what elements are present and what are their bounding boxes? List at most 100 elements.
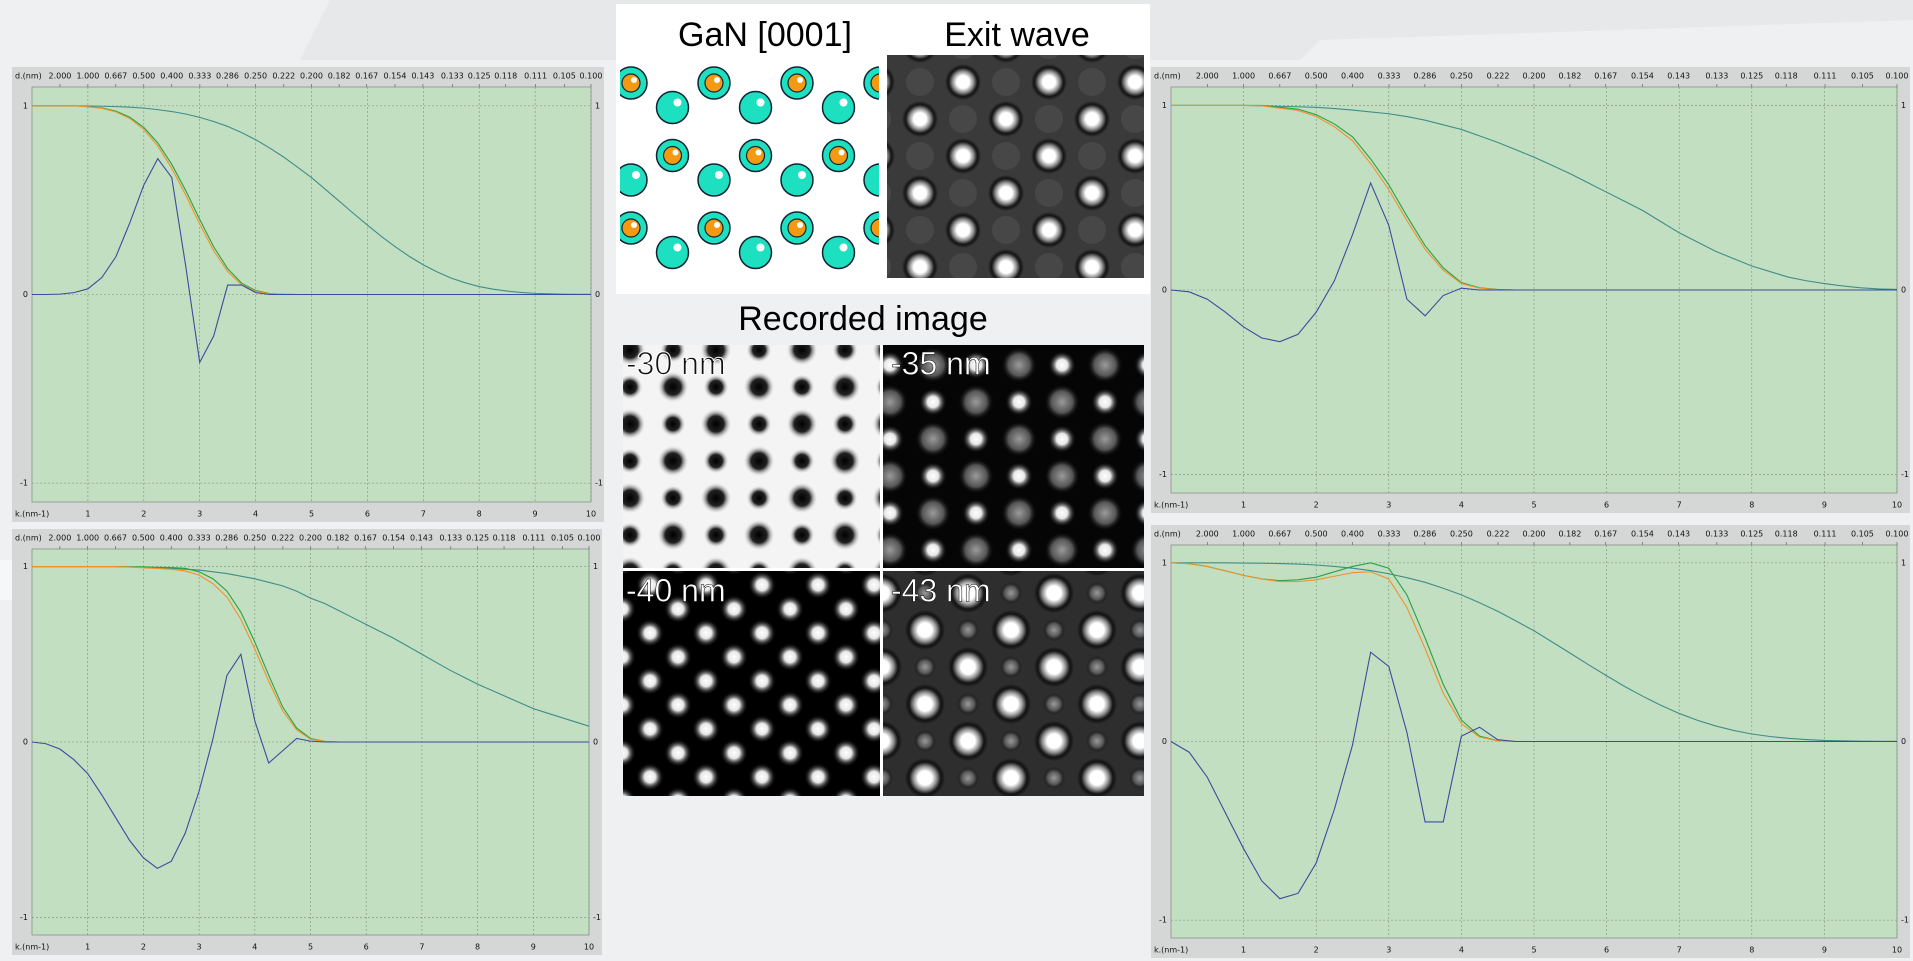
x-tick-label: 7 [419, 943, 424, 952]
x2-tick-label: 0.182 [1558, 530, 1581, 539]
x2-tick-label: 0.400 [160, 534, 183, 543]
x2-tick-label: 0.100 [1886, 72, 1909, 81]
x2-tick-label: 0.222 [271, 534, 294, 543]
x2-tick-label: 0.500 [132, 72, 155, 81]
x2-tick-label: 0.333 [1378, 72, 1401, 81]
x-tick-label: 5 [308, 943, 313, 952]
x2-tick-label: 0.167 [354, 534, 377, 543]
x2-tick-label: 0.222 [1487, 72, 1510, 81]
x2-tick-label: 0.100 [578, 534, 601, 543]
x2-tick-label: 0.286 [1413, 530, 1436, 539]
x-tick-label: 4 [253, 510, 258, 519]
x2-tick-label: 0.143 [410, 534, 433, 543]
y-tick-label: -1 [595, 479, 603, 488]
x2-tick-label: 0.200 [1523, 530, 1546, 539]
x2-tick-label: 0.182 [327, 534, 350, 543]
x2-tick-label: 0.667 [1268, 530, 1291, 539]
x2-tick-label: 0.105 [1851, 72, 1874, 81]
y-tick-label: 0 [1901, 286, 1906, 295]
x-axis-label: k.(nm-1) [15, 510, 49, 519]
x2-axis-label: d.(nm) [1154, 72, 1181, 81]
x-tick-label: 5 [1531, 946, 1536, 955]
x-tick-label: 1 [1241, 946, 1246, 955]
x2-tick-label: 0.250 [1450, 530, 1473, 539]
x-tick-label: 10 [584, 943, 594, 952]
x2-tick-label: 0.118 [494, 72, 517, 81]
y-tick-label: -1 [1159, 916, 1167, 925]
x-tick-label: 4 [252, 943, 257, 952]
x2-tick-label: 1.000 [76, 534, 99, 543]
x2-tick-label: 2.000 [1196, 530, 1219, 539]
x2-tick-label: 0.154 [384, 72, 407, 81]
x-tick-label: 5 [1531, 501, 1536, 510]
x2-tick-label: 0.167 [355, 72, 378, 81]
x2-tick-label: 0.105 [553, 72, 576, 81]
x-axis-label: k.(nm-1) [1154, 501, 1188, 510]
x-tick-label: 3 [1386, 946, 1391, 955]
recorded-title: Recorded image [738, 300, 987, 338]
ctf-chart: d.(nm)k.(nm-1)123456789102.0001.0000.667… [12, 67, 604, 522]
x-tick-label: 1 [1241, 501, 1246, 510]
x-axis-label: k.(nm-1) [1154, 946, 1188, 955]
x2-tick-label: 0.333 [188, 534, 211, 543]
x2-tick-label: 0.182 [1558, 72, 1581, 81]
ctf-chart: d.(nm)k.(nm-1)123456789102.0001.0000.667… [1151, 67, 1910, 513]
y-tick-label: 1 [1901, 101, 1906, 110]
x-tick-label: 7 [1677, 946, 1682, 955]
x2-tick-label: 0.286 [215, 534, 238, 543]
x2-tick-label: 0.167 [1594, 72, 1617, 81]
x-tick-label: 9 [1822, 501, 1827, 510]
x-axis-label: k.(nm-1) [15, 943, 49, 952]
x2-tick-label: 0.400 [1341, 530, 1364, 539]
ctf-chart: d.(nm)k.(nm-1)123456789102.0001.0000.667… [12, 529, 602, 955]
x2-tick-label: 0.500 [1305, 530, 1328, 539]
page: {"panels": {"structure_title": "GaN [000… [0, 0, 1913, 961]
defocus-label: -40 nm [626, 572, 726, 608]
x2-tick-label: 0.118 [493, 534, 516, 543]
x-tick-label: 8 [1749, 946, 1754, 955]
x2-tick-label: 0.125 [466, 534, 489, 543]
y-tick-label: -1 [593, 913, 601, 922]
x-tick-label: 8 [1749, 501, 1754, 510]
x-tick-label: 2 [1314, 946, 1319, 955]
x-tick-label: 7 [421, 510, 426, 519]
x2-tick-label: 0.400 [1341, 72, 1364, 81]
defocus-label: -30 nm [626, 345, 726, 381]
x2-tick-label: 1.000 [76, 72, 99, 81]
x-tick-label: 9 [533, 510, 538, 519]
x2-tick-label: 0.400 [160, 72, 183, 81]
y-tick-label: 0 [593, 738, 598, 747]
y-tick-label: 0 [1162, 286, 1167, 295]
x2-tick-label: 0.200 [1523, 72, 1546, 81]
x2-tick-label: 0.667 [1268, 72, 1291, 81]
x2-tick-label: 2.000 [48, 72, 71, 81]
x2-tick-label: 0.167 [1594, 530, 1617, 539]
y-tick-label: 0 [23, 290, 28, 299]
x2-tick-label: 0.333 [1378, 530, 1401, 539]
x2-tick-label: 0.154 [382, 534, 405, 543]
x2-tick-label: 0.333 [188, 72, 211, 81]
y-tick-label: 0 [595, 290, 600, 299]
x-tick-label: 9 [1822, 946, 1827, 955]
x-tick-label: 4 [1459, 501, 1464, 510]
x-tick-label: 3 [1386, 501, 1391, 510]
x2-tick-label: 0.154 [1631, 530, 1654, 539]
x2-tick-label: 0.222 [1487, 530, 1510, 539]
x2-tick-label: 0.667 [104, 534, 127, 543]
defocus-label: -43 nm [891, 572, 991, 608]
x2-tick-label: 0.111 [1814, 530, 1837, 539]
structure-title: GaN [0001] [678, 16, 852, 54]
y-tick-label: 1 [593, 562, 598, 571]
x2-tick-label: 1.000 [1232, 530, 1255, 539]
image-panel: GaN [0001] Exit wave Recorded image -30 … [610, 0, 1155, 810]
x2-tick-label: 0.125 [1740, 530, 1763, 539]
exit-wave-image [887, 55, 1144, 278]
x-tick-label: 3 [197, 510, 202, 519]
y-tick-label: 1 [1162, 558, 1167, 567]
x2-tick-label: 0.500 [132, 534, 155, 543]
x-tick-label: 2 [1314, 501, 1319, 510]
x2-tick-label: 0.286 [1413, 72, 1436, 81]
exit-wave-title: Exit wave [944, 16, 1090, 54]
defocus-label: -35 nm [891, 345, 991, 381]
x-tick-label: 6 [364, 943, 369, 952]
